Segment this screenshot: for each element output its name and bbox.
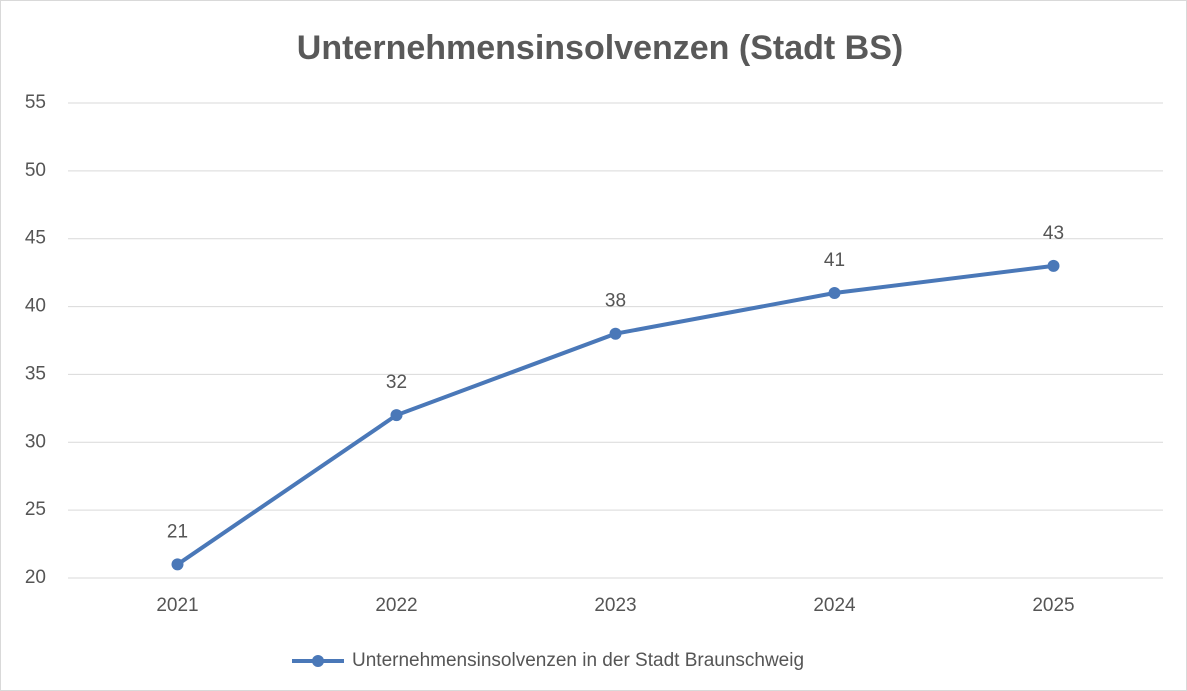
y-tick-label: 35 [25, 363, 46, 384]
y-tick-label: 30 [25, 431, 46, 452]
data-point [171, 558, 184, 571]
x-tick-label: 2024 [813, 595, 856, 616]
data-label: 43 [1043, 223, 1064, 244]
data-label: 38 [605, 291, 626, 312]
y-tick-label: 45 [25, 228, 46, 249]
x-tick-label: 2025 [1032, 595, 1074, 616]
data-point [828, 287, 841, 299]
data-point [390, 409, 403, 422]
legend-marker [312, 655, 324, 667]
legend-label: Unternehmensinsolvenzen in der Stadt Bra… [352, 650, 804, 671]
data-label: 41 [824, 250, 845, 271]
data-label: 21 [167, 521, 188, 542]
x-tick-label: 2023 [594, 595, 636, 616]
y-tick-label: 20 [25, 567, 46, 588]
y-tick-label: 50 [25, 160, 46, 181]
x-tick-label: 2021 [156, 595, 198, 616]
y-tick-label: 55 [25, 92, 46, 113]
data-point [609, 327, 622, 340]
data-point [1047, 259, 1060, 272]
x-tick-label: 2022 [375, 595, 417, 616]
y-tick-label: 40 [25, 296, 46, 317]
data-label: 32 [386, 372, 407, 393]
chart-title: Unternehmensinsolvenzen (Stadt BS) [297, 29, 903, 67]
y-tick-label: 25 [25, 499, 46, 520]
